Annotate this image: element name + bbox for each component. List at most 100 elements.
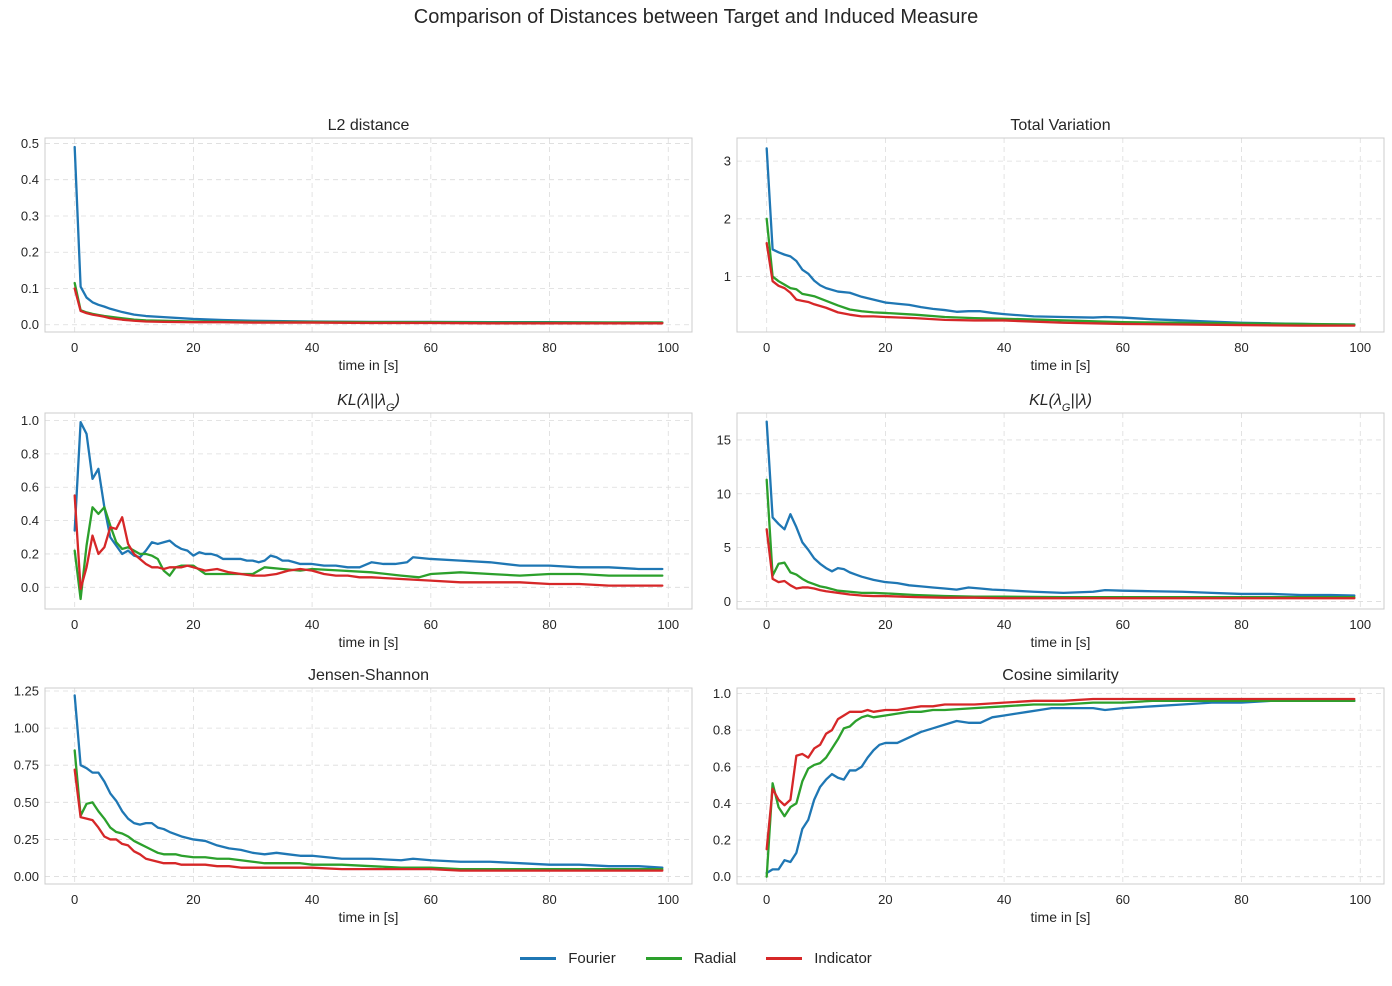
plot-area — [45, 138, 692, 332]
x-tick-label: 80 — [542, 340, 556, 355]
y-tick-label: 1.0 — [713, 686, 731, 701]
x-tick-label: 80 — [542, 892, 556, 907]
series-line-radial — [765, 217, 1356, 326]
legend-label-radial: Radial — [693, 950, 737, 967]
x-tick-label: 60 — [1116, 340, 1130, 355]
legend-swatch-indicator — [766, 957, 803, 960]
x-tick-label: 0 — [763, 340, 770, 355]
subplot-1: 0 20 40 60 80 100 0.0 0.1 0.2 0.3 0.4 0.5 L2 distanc… — [21, 117, 693, 373]
series-line-radial — [73, 749, 664, 871]
x-tick-label: 0 — [763, 892, 770, 907]
x-tick-label: 20 — [878, 617, 892, 632]
subplot-title-text: KL(λ — [1029, 392, 1062, 409]
x-axis-label: time in [s] — [1031, 909, 1091, 925]
x-tick-label: 40 — [997, 892, 1011, 907]
y-tick-label: 0.0 — [21, 580, 39, 595]
legend-item-radial: Radial — [645, 950, 737, 967]
y-tick-label: 0.8 — [21, 446, 39, 461]
x-tick-label: 0 — [71, 617, 78, 632]
y-tick-label: 1 — [724, 269, 731, 284]
subplot-title-text: ||λ) — [1070, 392, 1092, 409]
legend-swatch-radial — [645, 957, 682, 960]
legend-item-fourier: Fourier — [520, 950, 616, 967]
legend: Fourier Radial Indicator — [0, 950, 1392, 967]
subplot-title: Cosine similarity — [1002, 667, 1118, 684]
x-tick-label: 60 — [424, 340, 438, 355]
plot-frame — [736, 412, 1385, 610]
y-tick-label: 1.0 — [21, 413, 39, 428]
x-tick-label: 100 — [657, 892, 679, 907]
legend-swatch-fourier — [520, 957, 557, 960]
plot-area — [737, 413, 1384, 609]
x-tick-label: 80 — [1234, 617, 1248, 632]
x-tick-label: 20 — [186, 617, 200, 632]
subplot-5: 0 20 40 60 80 100 0.00 0.25 0.50 0.75 1.00 1.25 Jens… — [14, 667, 693, 925]
y-tick-label: 15 — [717, 432, 731, 447]
y-tick-label: 0.2 — [21, 546, 39, 561]
subplot-6: 0 20 40 60 80 100 0.0 0.2 0.4 0.6 0.8 1.0 Cosine sim… — [713, 667, 1385, 925]
x-tick-label: 20 — [186, 892, 200, 907]
y-tick-label: 0.4 — [713, 796, 731, 811]
subplot-title: L2 distance — [328, 117, 410, 134]
series-line-radial — [765, 699, 1356, 878]
x-tick-label: 80 — [1234, 340, 1248, 355]
x-tick-label: 100 — [1349, 340, 1371, 355]
y-tick-label: 0.2 — [713, 833, 731, 848]
plot-frame — [44, 137, 693, 333]
x-axis-label: time in [s] — [1031, 357, 1091, 373]
plot-frame — [44, 412, 693, 610]
x-tick-label: 40 — [305, 617, 319, 632]
x-tick-label: 60 — [1116, 617, 1130, 632]
subplot-title: Total Variation — [1010, 117, 1110, 134]
y-tick-label: 5 — [724, 540, 731, 555]
y-tick-label: 0.0 — [713, 869, 731, 884]
series-line-fourier — [73, 694, 664, 869]
y-tick-label: 0.0 — [21, 317, 39, 332]
series-line-fourier — [765, 699, 1356, 875]
series-line-indicator — [73, 287, 664, 325]
subplot-title: Jensen-Shannon — [308, 667, 429, 684]
y-tick-label: 0.50 — [14, 795, 39, 810]
subplot-title-text: ) — [393, 392, 400, 409]
y-tick-label: 0.25 — [14, 832, 39, 847]
series-line-indicator — [73, 494, 664, 591]
y-tick-label: 2 — [724, 211, 731, 226]
y-tick-label: 0.6 — [713, 759, 731, 774]
figure-title: Comparison of Distances between Target a… — [413, 6, 979, 28]
series-line-radial — [73, 506, 664, 601]
series-line-indicator — [765, 697, 1356, 851]
y-tick-label: 0.4 — [21, 513, 39, 528]
x-tick-label: 100 — [657, 340, 679, 355]
subplot-3: 0 20 40 60 80 100 0.0 0.2 0.4 0.6 0.8 1.0 KL(λ||λG) t… — [21, 392, 693, 650]
plot-frame — [44, 687, 693, 885]
y-tick-label: 1.00 — [14, 721, 39, 736]
subplot-title-subscript: G — [386, 402, 395, 414]
x-tick-label: 20 — [878, 892, 892, 907]
x-tick-label: 60 — [424, 617, 438, 632]
x-tick-label: 60 — [1116, 892, 1130, 907]
series-line-fourier — [765, 420, 1356, 597]
series-line-indicator — [765, 241, 1356, 327]
legend-label-indicator: Indicator — [814, 950, 872, 967]
series-line-indicator — [765, 528, 1356, 600]
x-axis-label: time in [s] — [339, 357, 399, 373]
y-tick-label: 10 — [717, 486, 731, 501]
plot-area — [737, 138, 1384, 332]
y-tick-label: 0.2 — [21, 245, 39, 260]
x-tick-label: 40 — [305, 340, 319, 355]
legend-label-fourier: Fourier — [568, 950, 616, 967]
x-tick-label: 80 — [1234, 892, 1248, 907]
x-tick-label: 0 — [71, 340, 78, 355]
y-tick-label: 0.00 — [14, 869, 39, 884]
y-tick-label: 1.25 — [14, 683, 39, 698]
x-tick-label: 40 — [305, 892, 319, 907]
y-tick-label: 0.3 — [21, 208, 39, 223]
subplot-title: KL(λ||λG) — [337, 392, 400, 414]
y-tick-label: 0.5 — [21, 136, 39, 151]
x-axis-label: time in [s] — [339, 634, 399, 650]
y-tick-label: 0.1 — [21, 281, 39, 296]
y-tick-label: 0 — [724, 594, 731, 609]
y-tick-label: 0.75 — [14, 758, 39, 773]
x-tick-label: 100 — [1349, 617, 1371, 632]
